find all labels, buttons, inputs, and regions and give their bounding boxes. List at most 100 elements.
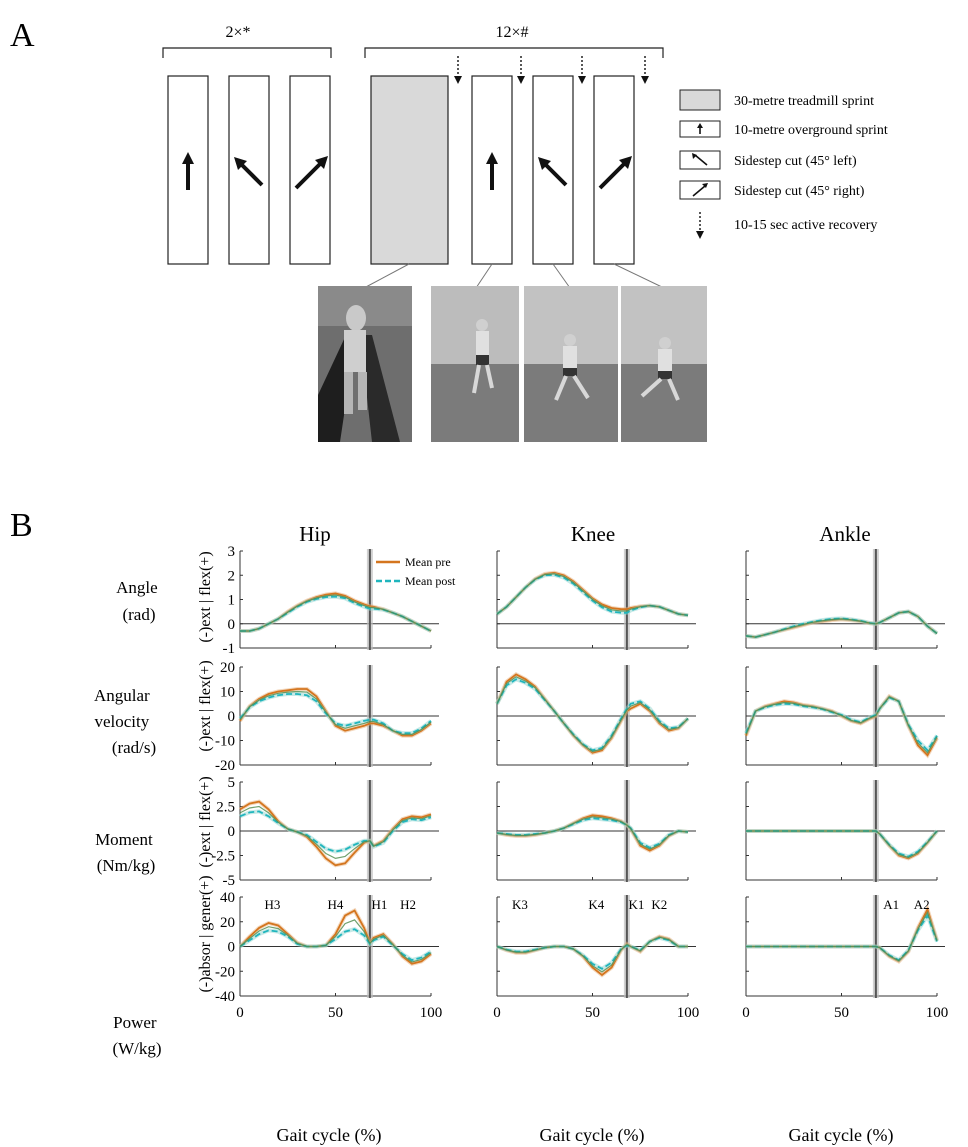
- arrow-up-icon: [486, 152, 498, 190]
- y-tick-label: 20: [220, 915, 235, 931]
- panel-b-legend: Mean pre Mean post: [376, 555, 456, 588]
- x-tick-label: 100: [926, 1005, 949, 1021]
- x-tick-label: 50: [585, 1005, 600, 1021]
- treadmill-photo: [318, 286, 412, 442]
- y-tick-label: -10: [215, 734, 235, 750]
- subplot-angular-velocity-hip: -20 -10 0 10 20: [215, 660, 439, 774]
- event-marker-k4: K4: [588, 897, 604, 912]
- legend-a-item-2: Sidestep cut (45° left): [734, 154, 857, 169]
- series-line-post: [496, 678, 689, 752]
- left-cut-photo: [524, 286, 618, 442]
- recovery-arrows: [454, 56, 649, 84]
- series-line-post: [240, 595, 432, 632]
- series-line-overlap: [239, 805, 432, 860]
- subplot-angle-knee: [495, 549, 696, 650]
- y-tick-label: 0: [228, 709, 236, 725]
- y-tick-label: 0: [228, 824, 236, 840]
- arrow-up-left-icon: [679, 150, 721, 170]
- subplot-angular-velocity-knee: [495, 665, 696, 767]
- series-line-post: [746, 830, 938, 858]
- subplot-moment-ankle: [745, 780, 945, 882]
- legend-post-label: Mean post: [405, 574, 456, 588]
- arrow-up-right-icon: [294, 156, 328, 190]
- dotted-down-arrow-icon: [641, 56, 649, 84]
- subplot-power-hip: -40 -20 0 20 40 0 50 100 H3 H4 H1 H2: [215, 890, 442, 1021]
- group2-label: 12×#: [495, 24, 528, 41]
- y-tick-label: 5: [228, 775, 236, 791]
- series-line-post: [239, 693, 432, 734]
- ylabel-moment-1: (-)ext | flex(+): [197, 776, 214, 867]
- series-line-overlap: [745, 610, 938, 638]
- y-tick-label: 40: [220, 890, 235, 906]
- y-tick-label: -40: [215, 989, 235, 1005]
- series-line-overlap: [496, 573, 689, 616]
- y-tick-label: 0: [228, 617, 236, 633]
- subplot-angle-ankle: [745, 549, 945, 650]
- series-line-overlap: [240, 594, 432, 632]
- series-line-overlap: [239, 690, 432, 736]
- dotted-down-arrow-icon: [517, 56, 525, 84]
- series-band-post: [745, 609, 939, 640]
- ylabel-angular-velocity: (-)ext | flex(+): [197, 660, 214, 751]
- subplot-angular-velocity-ankle: [744, 665, 945, 767]
- panel-a: A 2×* 12×#: [10, 17, 888, 442]
- series-band-post: [495, 677, 690, 753]
- y-tick-label: -5: [223, 873, 236, 889]
- panel-b: B Hip Knee Ankle Angle (rad) Angular vel…: [10, 507, 948, 1146]
- drill-left-cut: [228, 75, 270, 265]
- y-tick-label: 1: [228, 593, 236, 609]
- y-tick-label: -20: [215, 758, 235, 774]
- ylabel-angle: (-)ext | flex(+): [197, 551, 214, 642]
- arrow-up-right-icon: [679, 180, 721, 200]
- legend-a-item-4: 10-15 sec active recovery: [734, 218, 877, 233]
- event-marker-a2: A2: [914, 897, 930, 912]
- series-band-post: [495, 572, 689, 618]
- arrow-up-icon: [182, 152, 194, 190]
- event-marker-h3: H3: [265, 897, 281, 912]
- series-line-post: [239, 810, 432, 853]
- column-title-hip: Hip: [299, 522, 331, 546]
- overground-sprint-photo: [431, 286, 519, 442]
- x-tick-label: 100: [420, 1005, 443, 1021]
- drill-right-cut: [289, 75, 331, 265]
- event-marker-h4: H4: [328, 897, 344, 912]
- y-tick-label: 20: [220, 660, 235, 676]
- event-marker-k1: K1: [628, 897, 644, 912]
- x-tick-label: 0: [742, 1005, 750, 1021]
- series-band-pre: [238, 799, 432, 868]
- series-line-pre: [496, 673, 689, 754]
- group1-bracket: [162, 47, 332, 58]
- series-band-post: [240, 594, 432, 633]
- arrow-up-right-icon: [598, 156, 632, 190]
- series-line-post: [496, 817, 689, 849]
- panel-a-legend: 30-metre treadmill sprint 10-metre overg…: [679, 89, 888, 239]
- photo-connectors: [363, 263, 665, 289]
- drill-right-cut-2: [593, 75, 635, 265]
- ylabel-power: (-)absor | gener(+): [197, 875, 214, 992]
- series-band-pre: [495, 672, 690, 755]
- series-line-post: [496, 573, 689, 617]
- xlabel-hip: Gait cycle (%): [277, 1125, 382, 1146]
- series-band-pre: [746, 904, 939, 964]
- panel-b-label: B: [10, 507, 33, 544]
- series-line-overlap: [746, 911, 938, 962]
- series-band-post: [746, 829, 939, 859]
- series-line-overlap: [746, 830, 938, 859]
- y-tick-label: 2.5: [216, 800, 235, 816]
- arrow-up-icon: [679, 120, 721, 138]
- event-marker-a1: A1: [883, 897, 899, 912]
- y-tick-label: -1: [223, 641, 236, 657]
- x-tick-label: 100: [677, 1005, 700, 1021]
- drill-straight-sprint-2: [471, 75, 513, 265]
- y-tick-label: 2: [228, 568, 236, 584]
- drill-straight-sprint: [167, 75, 209, 265]
- row-title-moment: Moment (Nm/kg): [95, 830, 157, 875]
- series-line-overlap: [239, 919, 432, 963]
- row-title-angle: Angle (rad): [116, 578, 162, 624]
- series-band-pre: [496, 934, 688, 978]
- y-tick-label: -20: [215, 964, 235, 980]
- dotted-down-arrow-icon: [454, 56, 462, 84]
- event-marker-k2: K2: [651, 897, 667, 912]
- series-band-post: [496, 816, 689, 850]
